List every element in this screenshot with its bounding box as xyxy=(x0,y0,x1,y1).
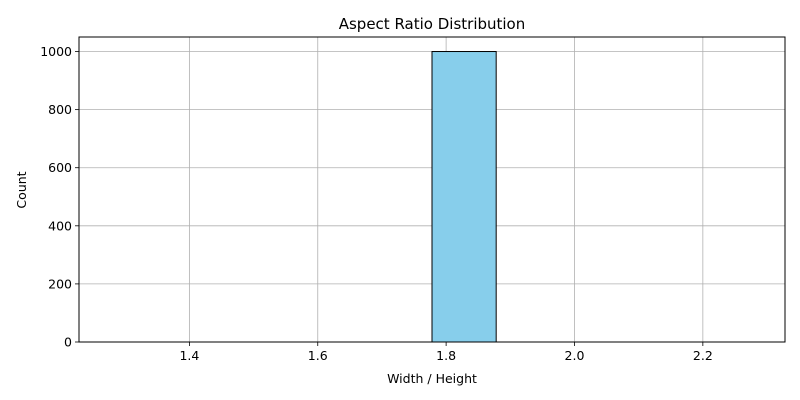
y-tick-label: 800 xyxy=(48,102,72,117)
chart-title: Aspect Ratio Distribution xyxy=(339,15,526,33)
y-tick-label: 0 xyxy=(64,335,72,350)
x-tick-label: 1.4 xyxy=(179,348,199,363)
y-tick-label: 200 xyxy=(48,276,72,291)
x-axis-ticks: 1.4 1.6 1.8 2.0 2.2 xyxy=(179,342,713,363)
x-axis-label: Width / Height xyxy=(387,371,477,386)
x-tick-label: 1.6 xyxy=(308,348,328,363)
y-axis-label: Count xyxy=(14,171,29,208)
histogram-bar xyxy=(431,51,497,343)
x-tick-label: 1.8 xyxy=(436,348,456,363)
y-axis-ticks: 0 200 400 600 800 1000 xyxy=(40,44,79,350)
histogram-bars xyxy=(431,51,497,343)
plot-frame xyxy=(78,36,786,343)
x-tick-label: 2.0 xyxy=(565,348,585,363)
y-tick-label: 1000 xyxy=(40,44,72,59)
y-tick-label: 400 xyxy=(48,218,72,233)
y-tick-label: 600 xyxy=(48,160,72,175)
x-tick-label: 2.2 xyxy=(693,348,713,363)
